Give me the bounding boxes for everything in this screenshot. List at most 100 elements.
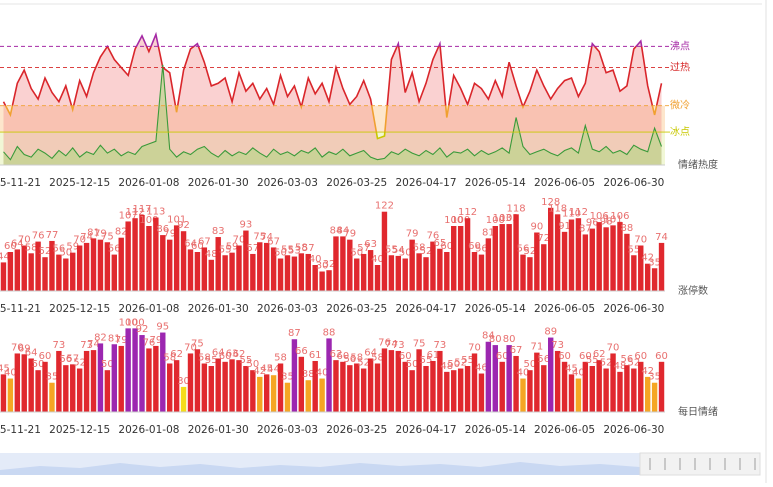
- bar: [118, 345, 124, 412]
- bar: [326, 270, 332, 291]
- slider-handle[interactable]: [639, 452, 761, 476]
- bar: [624, 365, 630, 412]
- value-label: 79: [406, 229, 419, 240]
- bar: [388, 350, 395, 412]
- bar: [513, 355, 519, 412]
- bar: [596, 360, 602, 412]
- value-label: 58: [198, 352, 211, 363]
- bar: [21, 354, 27, 412]
- bar: [506, 224, 512, 291]
- value-label: 60: [468, 241, 481, 252]
- value-label: 54: [392, 245, 405, 256]
- value-label: 60: [4, 241, 17, 252]
- value-label: 35: [648, 372, 661, 383]
- value-label: 62: [330, 349, 343, 360]
- bar: [520, 254, 526, 291]
- bar: [333, 236, 339, 291]
- value-label: 64: [11, 238, 24, 249]
- value-label: 35: [281, 372, 294, 383]
- bar: [236, 245, 242, 291]
- bar: [478, 373, 485, 412]
- bar: [527, 370, 533, 412]
- bar: [451, 370, 457, 412]
- value-label: 76: [32, 231, 45, 242]
- value-label: 75: [253, 231, 266, 242]
- zoom-slider[interactable]: [0, 452, 761, 476]
- series-line: [3, 64, 663, 161]
- x-tick-label: 2026-03-03: [257, 303, 318, 315]
- bar: [402, 258, 408, 291]
- value-label: 88: [323, 327, 336, 338]
- bar: [173, 360, 180, 412]
- value-label: 56: [537, 354, 550, 365]
- bar: [132, 328, 138, 412]
- bar: [416, 253, 422, 291]
- bar: [651, 382, 658, 412]
- bar: [430, 241, 436, 291]
- bar: [506, 345, 512, 412]
- bar: [360, 368, 367, 412]
- value-label: 92: [136, 324, 149, 335]
- series-area: [3, 64, 662, 165]
- bar: [250, 370, 256, 412]
- value-label: 64: [364, 347, 377, 358]
- x-tick-label: 2026-04-17: [396, 424, 457, 436]
- value-label: 38: [302, 369, 315, 380]
- bar: [464, 366, 471, 412]
- x-tick-label: 2025-12-15: [49, 303, 110, 315]
- value-label: 52: [524, 246, 537, 257]
- value-label: 55: [205, 355, 218, 366]
- value-label: 74: [655, 232, 668, 243]
- value-label: 84: [482, 331, 495, 342]
- bar: [617, 371, 623, 412]
- bar: [548, 207, 554, 291]
- bar: [582, 234, 589, 291]
- bar: [638, 361, 644, 412]
- bar: [28, 253, 34, 291]
- value-label: 50: [32, 359, 45, 370]
- bar: [610, 225, 616, 291]
- x-tick-label: 2026-06-30: [603, 303, 664, 315]
- x-tick-label: 2026-06-30: [603, 177, 664, 189]
- value-label: 35: [46, 372, 59, 383]
- value-label: 60: [337, 351, 350, 362]
- bar: [589, 228, 595, 291]
- bar: [284, 255, 291, 291]
- value-label: 82: [115, 227, 128, 238]
- bar: [125, 328, 131, 412]
- bar: [451, 226, 457, 291]
- value-label: 63: [364, 239, 377, 250]
- bar: [402, 361, 408, 412]
- bar: [347, 365, 353, 412]
- value-label: 44: [267, 364, 280, 375]
- bar: [180, 231, 187, 291]
- bar: [554, 350, 561, 412]
- bar: [457, 226, 464, 291]
- value-label: 89: [544, 327, 557, 338]
- value-label: 50: [447, 359, 460, 370]
- value-label: 58: [371, 352, 384, 363]
- value-label: 87: [579, 223, 592, 234]
- value-label: 52: [420, 246, 433, 257]
- bar: [194, 349, 201, 412]
- band-cold: [0, 105, 665, 133]
- bar: [49, 240, 55, 291]
- value-label: 56: [53, 244, 66, 255]
- bar: [111, 344, 117, 412]
- bar: [499, 361, 505, 412]
- value-label: 65: [434, 238, 447, 249]
- threshold-label: 沸点: [670, 39, 690, 52]
- value-label: 40: [316, 368, 329, 379]
- value-label: 40: [4, 368, 17, 379]
- bar: [492, 345, 498, 412]
- value-label: 35: [648, 257, 661, 268]
- panel: 4460647058765277565059707481797556821071…: [0, 197, 708, 315]
- value-label: 64: [184, 238, 197, 249]
- value-label: 96: [586, 218, 599, 229]
- bar: [187, 353, 194, 412]
- value-label: 46: [475, 363, 488, 374]
- bar: [257, 242, 263, 291]
- x-tick-label: 2026-06-05: [534, 177, 595, 189]
- bar: [21, 245, 27, 291]
- value-label: 61: [309, 350, 322, 361]
